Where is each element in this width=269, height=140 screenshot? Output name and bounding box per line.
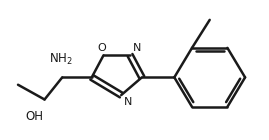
- Text: N: N: [132, 43, 141, 53]
- Text: OH: OH: [25, 110, 43, 123]
- Text: N: N: [123, 97, 132, 107]
- Text: O: O: [98, 43, 107, 53]
- Text: NH$_2$: NH$_2$: [49, 52, 73, 67]
